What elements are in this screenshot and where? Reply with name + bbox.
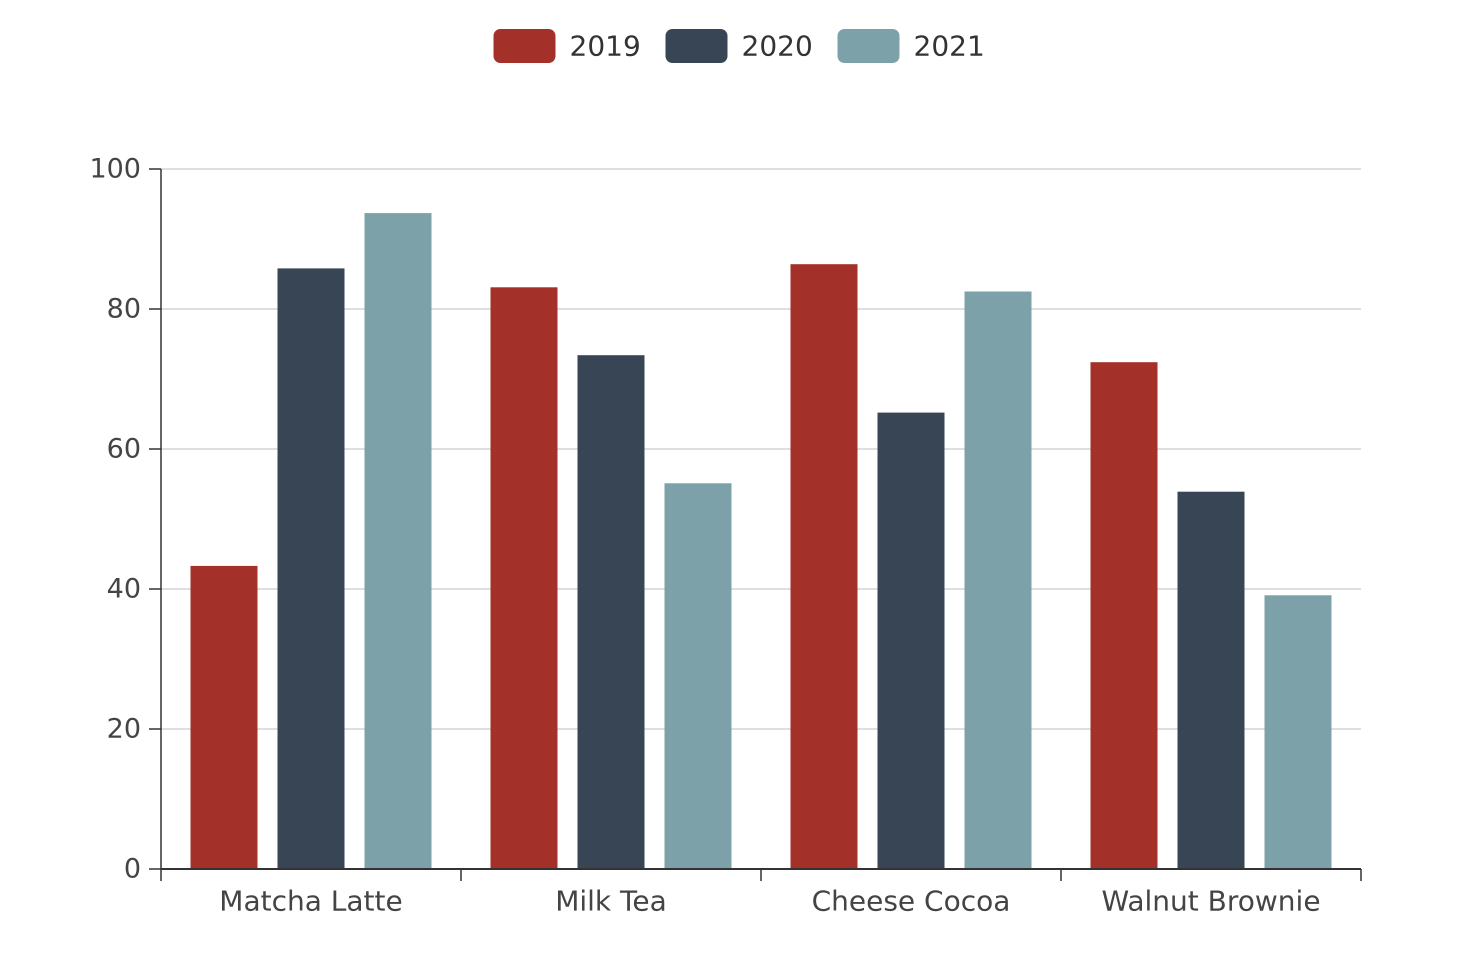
axes: 0 20 40 60 80 100 Matcha Latte Milk Tea Cheese C… <box>89 154 1362 918</box>
bar-2019-walnut-brownie[interactable] <box>1090 362 1158 869</box>
y-tick-label: 20 <box>107 714 141 745</box>
bar-2021-cheese-cocoa[interactable] <box>964 291 1032 870</box>
legend-item-2019[interactable]: 2019 <box>493 29 641 63</box>
legend-label: 2020 <box>742 30 813 63</box>
legend-swatch <box>493 29 556 63</box>
bar-2020-milk-tea[interactable] <box>577 355 645 869</box>
y-tick-label: 60 <box>107 434 141 465</box>
bar-2021-walnut-brownie[interactable] <box>1264 595 1332 869</box>
bar-2019-milk-tea[interactable] <box>490 287 558 869</box>
legend[interactable]: 2019 2020 2021 <box>493 29 985 63</box>
x-category-label: Cheese Cocoa <box>812 885 1011 918</box>
legend-label: 2021 <box>914 30 985 63</box>
bars <box>190 213 1332 870</box>
bar-2020-walnut-brownie[interactable] <box>1177 491 1245 869</box>
legend-item-2021[interactable]: 2021 <box>837 29 985 63</box>
y-tick-label: 100 <box>89 154 141 185</box>
gridlines <box>161 168 1361 730</box>
y-tick-label: 80 <box>107 294 141 325</box>
bar-2020-matcha-latte[interactable] <box>277 268 345 869</box>
x-category-label: Walnut Brownie <box>1101 885 1320 918</box>
bar-2019-cheese-cocoa[interactable] <box>790 264 858 869</box>
x-category-label: Milk Tea <box>555 885 667 918</box>
legend-label: 2019 <box>570 30 641 63</box>
legend-swatch <box>837 29 900 63</box>
bar-2021-milk-tea[interactable] <box>664 483 732 869</box>
bar-2019-matcha-latte[interactable] <box>190 565 258 869</box>
legend-swatch <box>665 29 728 63</box>
x-category-label: Matcha Latte <box>219 885 402 918</box>
bar-2020-cheese-cocoa[interactable] <box>877 412 945 869</box>
y-tick-label: 0 <box>124 854 141 885</box>
bar-2021-matcha-latte[interactable] <box>364 213 432 870</box>
y-tick-label: 40 <box>107 574 141 605</box>
legend-item-2020[interactable]: 2020 <box>665 29 813 63</box>
